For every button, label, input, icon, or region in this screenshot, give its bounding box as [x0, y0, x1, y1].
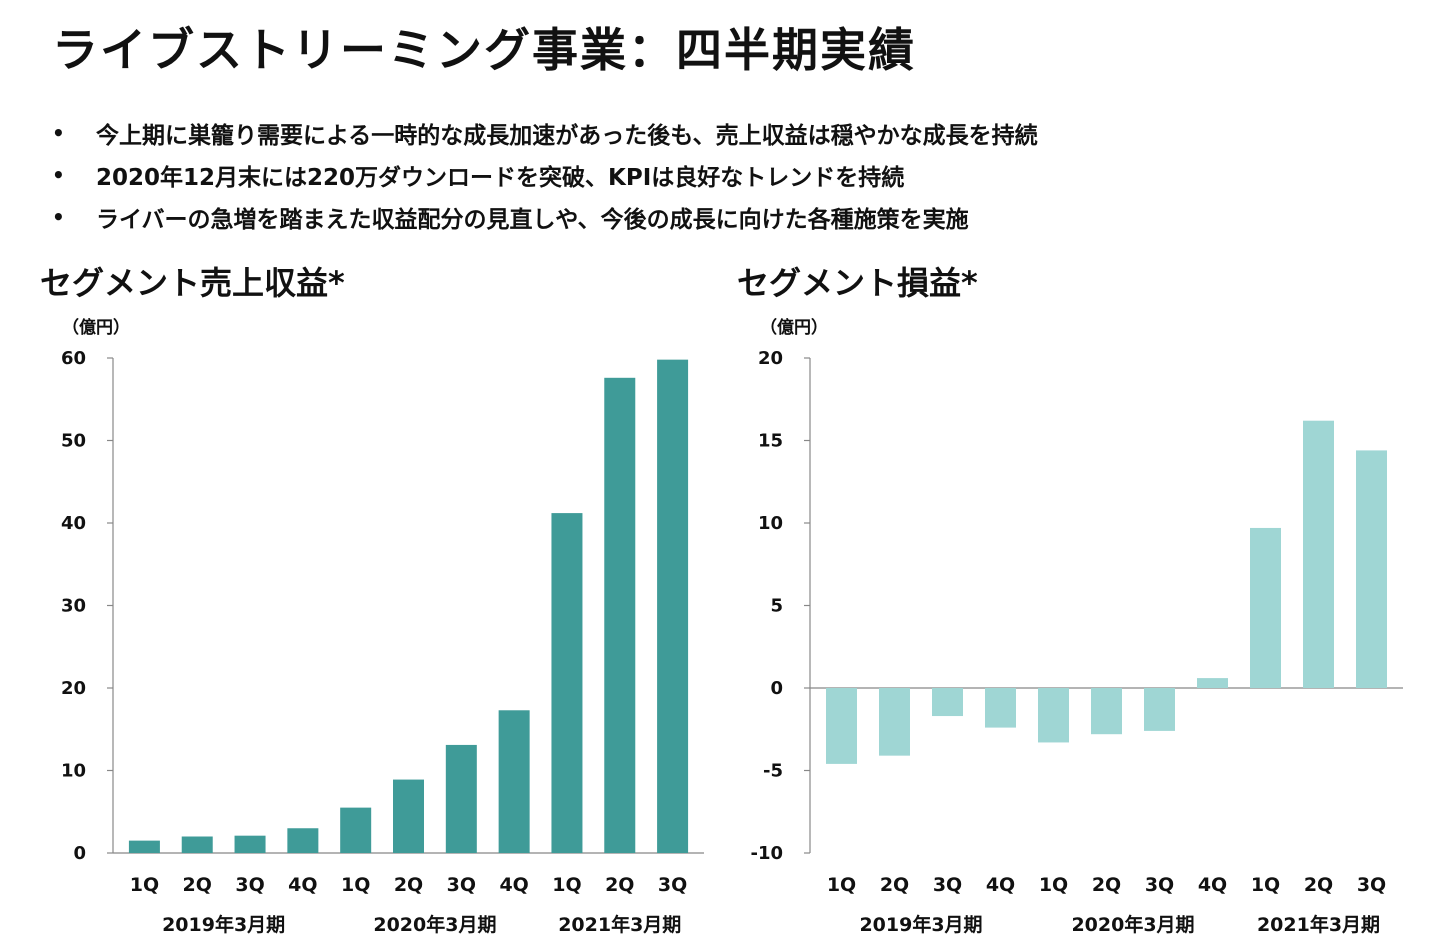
profit-x-tick-label: 3Q — [1357, 874, 1386, 896]
profit-y-tick-label: -5 — [763, 761, 783, 782]
summary-bullet: • 2020年12月末には220万ダウンロードを突破、KPIは良好なトレンドを持… — [46, 154, 1038, 196]
profit-x-tick-label: 4Q — [1198, 874, 1227, 896]
profit-x-tick-label: 1Q — [827, 874, 856, 896]
page-title: ライブストリーミング事業：四半期実績 — [52, 23, 916, 77]
revenue-bar — [657, 359, 689, 853]
profit-x-tick-label: 2Q — [880, 874, 909, 896]
profit-x-tick-label: 4Q — [986, 874, 1015, 896]
bullet-marker: • — [52, 121, 65, 145]
profit-fiscal-year-label: 2019年3月期 — [859, 913, 982, 936]
profit-chart-title: セグメント損益* — [737, 264, 978, 302]
revenue-bar — [340, 807, 372, 853]
profit-bar — [1091, 688, 1122, 735]
revenue-x-tick-label: 1Q — [130, 874, 159, 896]
profit-x-tick-label: 1Q — [1251, 874, 1280, 896]
summary-bullet: • ライバーの急増を踏まえた収益配分の見直しや、今後の成長に向けた各種施策を実施 — [46, 196, 1038, 238]
revenue-fiscal-year-label: 2021年3月期 — [558, 913, 681, 936]
revenue-y-tick-label: 40 — [61, 513, 86, 534]
profit-bar — [985, 688, 1016, 728]
revenue-x-tick-label: 2Q — [394, 874, 423, 896]
profit-y-tick-label: -10 — [750, 843, 783, 864]
profit-bar — [1303, 420, 1334, 688]
summary-bullet-text: ライバーの急増を踏まえた収益配分の見直しや、今後の成長に向けた各種施策を実施 — [96, 207, 969, 233]
revenue-bar — [445, 744, 477, 853]
profit-x-tick-label: 3Q — [933, 874, 962, 896]
profit-bar — [1356, 450, 1387, 688]
revenue-x-tick-label: 2Q — [183, 874, 212, 896]
revenue-x-tick-label: 2Q — [605, 874, 634, 896]
profit-bar — [1197, 678, 1228, 688]
profit-bar — [879, 688, 910, 756]
revenue-bar — [551, 513, 583, 853]
profit-fiscal-year-label: 2020年3月期 — [1071, 913, 1194, 936]
revenue-y-tick-label: 20 — [61, 678, 86, 699]
revenue-y-tick-label: 0 — [73, 843, 86, 864]
revenue-x-tick-label: 3Q — [447, 874, 476, 896]
revenue-y-tick-label: 50 — [61, 431, 86, 452]
profit-bar — [1038, 688, 1069, 743]
revenue-unit-label: （億円） — [62, 317, 130, 338]
profit-bar — [826, 688, 857, 764]
revenue-bar — [498, 710, 530, 853]
profit-y-tick-label: 15 — [758, 431, 783, 452]
revenue-y-tick-label: 10 — [61, 761, 86, 782]
profit-y-tick-label: 20 — [758, 348, 783, 369]
revenue-x-tick-label: 4Q — [499, 874, 528, 896]
revenue-y-tick-label: 30 — [61, 596, 86, 617]
profit-x-tick-label: 3Q — [1145, 874, 1174, 896]
revenue-fiscal-year-label: 2019年3月期 — [162, 913, 285, 936]
profit-bar-chart: （億円） -10 -5 0 5 10 15 20 1Q 2Q 3Q 4Q 1Q 2Q 3Q 4Q 1Q 2Q 3Q 2… — [750, 317, 1403, 936]
profit-y-tick-label: 10 — [758, 513, 783, 534]
revenue-bar — [234, 835, 266, 853]
revenue-bar — [393, 779, 424, 853]
revenue-x-tick-label: 1Q — [552, 874, 581, 896]
summary-bullet-text: 今上期に巣籠り需要による一時的な成長加速があった後も、売上収益は穏やかな成長を持… — [96, 123, 1038, 149]
profit-y-tick-label: 5 — [770, 596, 783, 617]
bullet-marker: • — [52, 205, 65, 229]
profit-x-tick-label: 1Q — [1039, 874, 1068, 896]
revenue-x-tick-label: 1Q — [341, 874, 370, 896]
revenue-fiscal-year-label: 2020年3月期 — [373, 913, 496, 936]
profit-unit-label: （億円） — [760, 317, 828, 338]
revenue-bar — [128, 840, 160, 853]
revenue-bar — [181, 836, 213, 853]
profit-bar — [932, 688, 963, 717]
revenue-bar-chart: （億円） 0 10 20 30 40 50 60 1Q 2Q 3Q 4Q 1Q 2Q 3Q 4Q 1Q 2Q 3Q 2… — [61, 317, 704, 936]
revenue-bar — [604, 377, 636, 853]
profit-fiscal-year-label: 2021年3月期 — [1257, 913, 1380, 936]
revenue-chart-title: セグメント売上収益* — [40, 264, 345, 302]
profit-bar — [1144, 688, 1175, 731]
revenue-x-tick-label: 3Q — [235, 874, 264, 896]
profit-x-tick-label: 2Q — [1092, 874, 1121, 896]
revenue-x-tick-label: 4Q — [288, 874, 317, 896]
revenue-x-tick-label: 3Q — [658, 874, 687, 896]
profit-bar — [1250, 527, 1281, 688]
summary-bullet: • 今上期に巣籠り需要による一時的な成長加速があった後も、売上収益は穏やかな成長… — [46, 112, 1038, 154]
profit-x-tick-label: 2Q — [1304, 874, 1333, 896]
profit-y-tick-label: 0 — [770, 678, 783, 699]
revenue-bar — [287, 828, 319, 853]
bullet-marker: • — [52, 163, 65, 187]
summary-bullet-list: • 今上期に巣籠り需要による一時的な成長加速があった後も、売上収益は穏やかな成長… — [46, 112, 1038, 238]
revenue-y-tick-label: 60 — [61, 348, 86, 369]
summary-bullet-text: 2020年12月末には220万ダウンロードを突破、KPIは良好なトレンドを持続 — [96, 165, 905, 191]
